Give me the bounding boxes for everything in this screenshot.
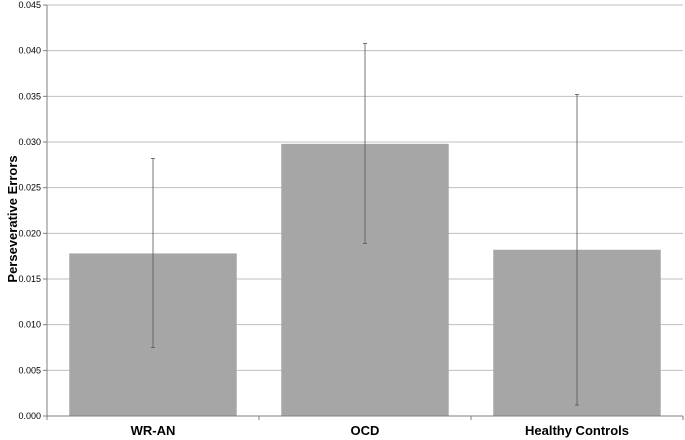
error-bars (151, 42, 579, 406)
y-tick-label: 0.000 (18, 411, 41, 421)
x-category-label: OCD (351, 423, 380, 438)
axes (43, 4, 684, 420)
y-tick-labels: 0.000 0.005 0.010 0.015 0.020 0.025 0.030 0.035… (18, 0, 41, 421)
y-tick-label: 0.015 (18, 274, 41, 284)
y-tick-label: 0.025 (18, 183, 41, 193)
y-tick-label: 0.005 (18, 365, 41, 375)
y-tick-label: 0.035 (18, 91, 41, 101)
y-tick-label: 0.020 (18, 228, 41, 238)
x-category-label: Healthy Controls (525, 423, 629, 438)
y-tick-label: 0.010 (18, 320, 41, 330)
y-tick-label: 0.045 (18, 0, 41, 10)
y-tick-label: 0.040 (18, 46, 41, 56)
y-tick-label: 0.030 (18, 137, 41, 147)
x-category-labels: WR-AN OCD Healthy Controls (131, 423, 629, 438)
x-category-label: WR-AN (131, 423, 176, 438)
y-axis-label: Perseverative Errors (5, 155, 20, 282)
